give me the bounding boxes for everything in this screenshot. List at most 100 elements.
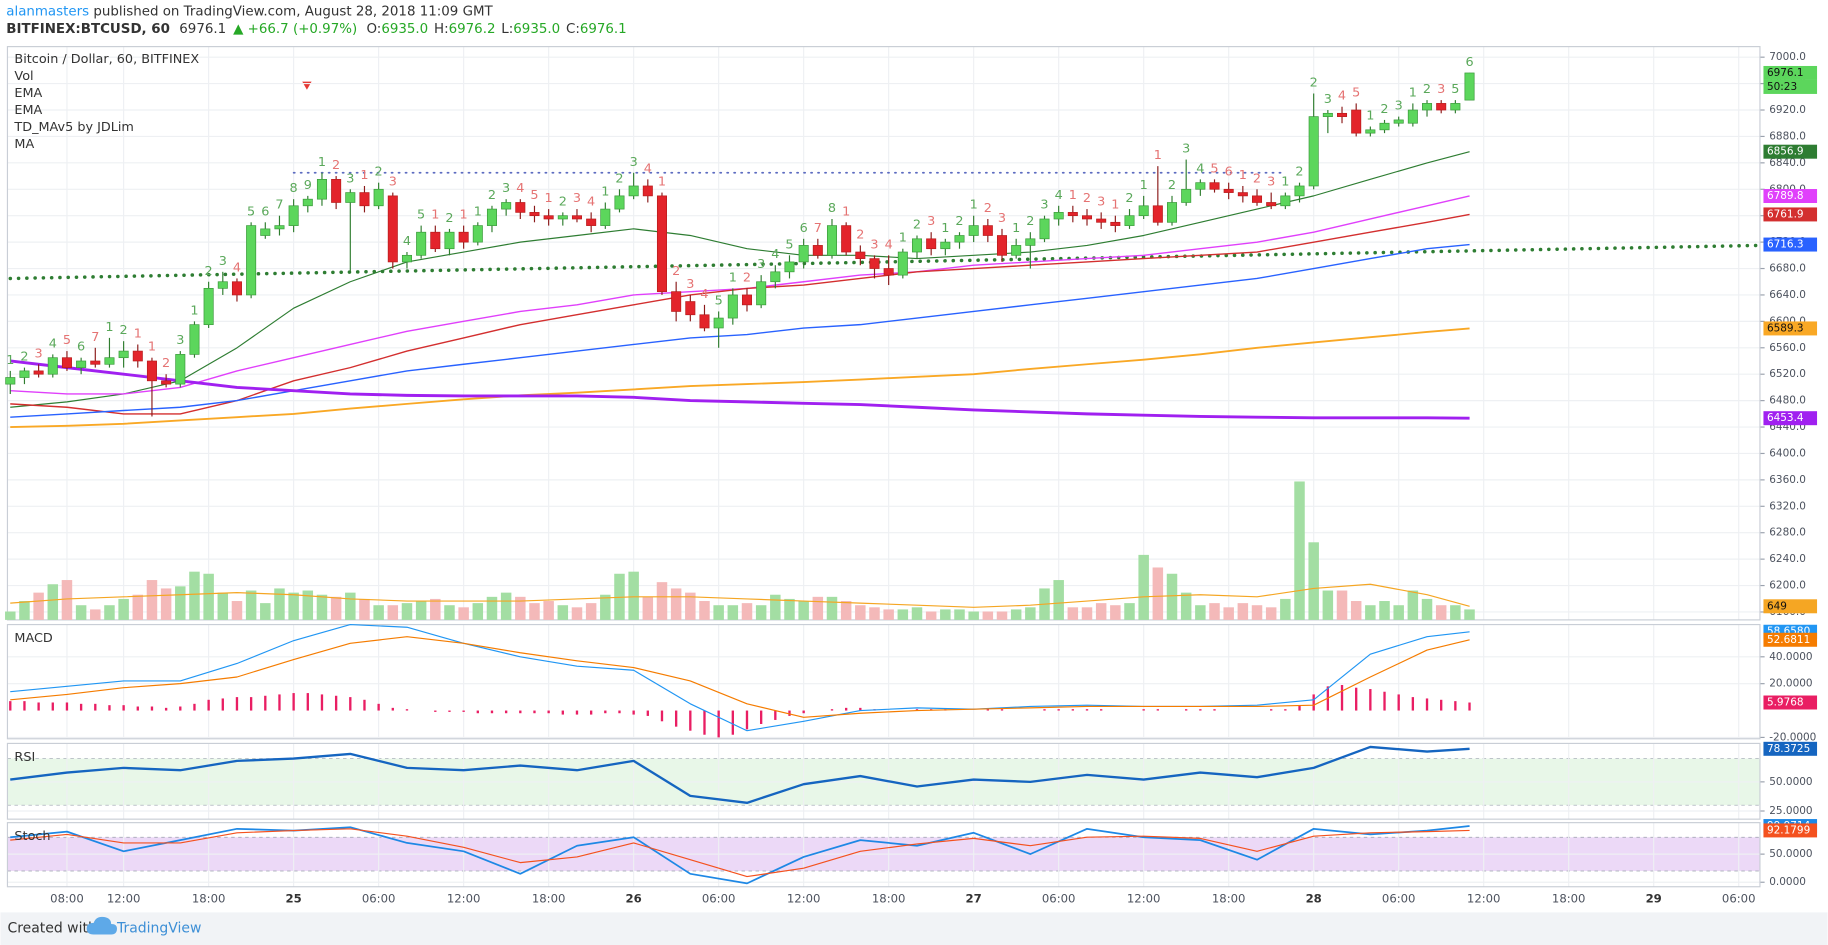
histogram-bar [164, 707, 168, 711]
volume-bar [1365, 605, 1376, 620]
y-tick-label: 50.0000 [1769, 848, 1812, 860]
td-count: 6 [1225, 165, 1233, 180]
price-tag-bg [1763, 321, 1818, 336]
histogram-bar [405, 709, 409, 711]
histogram-bar [334, 695, 338, 711]
volume-bar [727, 605, 739, 620]
candle-body [1011, 245, 1022, 256]
td-count: 5 [1210, 161, 1218, 176]
volume-bar [1450, 605, 1461, 620]
td-count: 1 [1154, 148, 1162, 163]
candle-body [741, 294, 752, 306]
volume-bar [189, 571, 200, 620]
td-count: 1 [729, 270, 737, 285]
candle-body [189, 324, 200, 355]
histogram-bar [604, 710, 607, 714]
price-tag: 6453.4 [1767, 412, 1804, 424]
candle-body [1096, 218, 1107, 223]
td-count: 3 [630, 155, 638, 170]
footer-bar [0, 912, 1828, 945]
y-tick-label: 6480.0 [1769, 395, 1806, 407]
candle-body [430, 231, 441, 250]
candle-body [982, 225, 993, 236]
td-count: 6 [800, 221, 808, 236]
volume-bar [203, 573, 214, 620]
volume-bar [1223, 607, 1234, 620]
histogram-bar [1440, 699, 1443, 711]
td-count: 2 [205, 264, 213, 279]
quote-value: 6976.1 [580, 22, 627, 37]
histogram-bar [1340, 685, 1344, 711]
volume-bar [217, 592, 229, 620]
footer-brand[interactable]: TradingView [116, 921, 201, 937]
td-count: 2 [162, 356, 170, 371]
volume-bar [855, 605, 866, 620]
volume-bar [1081, 607, 1093, 620]
volume-bar [670, 588, 682, 620]
histogram-bar [504, 710, 508, 714]
volume-bar [925, 611, 937, 620]
td-count: 4 [1196, 161, 1204, 176]
td-count: 3 [927, 214, 935, 229]
x-tick-label: 12:00 [447, 891, 481, 905]
candle-body [571, 215, 582, 220]
volume-bar [869, 607, 880, 620]
x-tick-label: 06:00 [1382, 891, 1416, 905]
candle-body [756, 281, 767, 306]
candle-body [1422, 103, 1433, 111]
x-tick-label: 27 [966, 891, 982, 905]
td-count: 2 [1083, 191, 1091, 206]
td-count: 2 [913, 218, 921, 233]
candle-body [699, 314, 710, 329]
author[interactable]: alanmasters [6, 4, 89, 19]
candle-body [1195, 182, 1206, 190]
pane-border [6, 822, 1761, 888]
quote-label: O: [367, 22, 382, 37]
indicator-line [10, 623, 1470, 732]
publish-line: alanmasters published on TradingView.com… [6, 4, 493, 19]
volume-bar [529, 603, 540, 620]
td-count: 2 [856, 227, 864, 242]
volume-bar [146, 580, 158, 620]
y-tick-label: 7000.0 [1769, 51, 1806, 63]
candle-body [161, 380, 172, 385]
histogram-bar [1468, 702, 1471, 711]
indicator-tag-bg [1763, 823, 1818, 838]
volume-bar [500, 592, 512, 620]
candle-body [798, 245, 809, 263]
candle-body [1308, 116, 1319, 187]
td-count: 2 [120, 323, 128, 338]
volume-bar [288, 592, 299, 620]
td-count: 3 [346, 171, 354, 186]
volume-bar [316, 594, 328, 620]
x-tick-label: 29 [1646, 891, 1662, 905]
histogram-bar [632, 710, 635, 715]
indicator-tag: 5.9768 [1767, 697, 1804, 709]
td-count: 3 [1395, 99, 1403, 114]
td-count: 1 [970, 198, 978, 213]
y-tick-label: 6200.0 [1769, 580, 1806, 592]
quote-value: 6935.0 [381, 22, 428, 37]
histogram-bar [1369, 689, 1372, 711]
candle-body [1223, 188, 1234, 193]
td-count: 1 [318, 155, 326, 170]
histogram-bar [1000, 709, 1004, 711]
volume-bar [472, 603, 484, 620]
td-count: 3 [1040, 198, 1048, 213]
volume-bar [911, 607, 923, 620]
legend-entry: EMA [14, 103, 42, 118]
td-count: 1 [1012, 221, 1020, 236]
x-tick-label: 18:00 [872, 891, 906, 905]
candle-body [770, 271, 781, 283]
candle-body [1152, 205, 1163, 223]
histogram-bar [519, 710, 522, 714]
indicator-tag: 92.1799 [1767, 824, 1810, 836]
candle-body [1025, 238, 1036, 246]
price-tag: 6789.8 [1767, 190, 1804, 202]
candle-body [897, 251, 908, 276]
candle-body [47, 357, 58, 375]
histogram-bar [788, 710, 791, 716]
candle-body [501, 202, 512, 210]
histogram-bar [136, 706, 139, 711]
td-count: 2 [615, 171, 623, 186]
